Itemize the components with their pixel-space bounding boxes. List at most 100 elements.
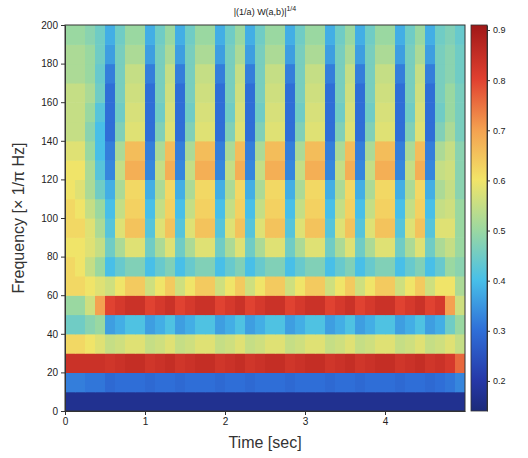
- heatmap-cell: [155, 199, 166, 219]
- tick-label: 3: [303, 416, 309, 427]
- heatmap-cell: [125, 102, 136, 122]
- heatmap-cell: [125, 83, 136, 103]
- heatmap-cell: [195, 257, 206, 277]
- heatmap-cell: [375, 83, 386, 103]
- heatmap-cell: [85, 315, 96, 335]
- heatmap-cell: [455, 160, 465, 180]
- heatmap-cell: [165, 295, 176, 315]
- heatmap-cell: [145, 372, 156, 392]
- heatmap-cell: [455, 372, 465, 392]
- heatmap-cell: [335, 372, 346, 392]
- heatmap-cell: [285, 199, 296, 219]
- heatmap-cell: [345, 276, 356, 296]
- heatmap-cell: [135, 295, 146, 315]
- heatmap-cell: [195, 218, 206, 238]
- heatmap-cell: [255, 199, 266, 219]
- heatmap-cell: [355, 372, 366, 392]
- heatmap-cell: [165, 218, 176, 238]
- heatmap-cell: [415, 218, 426, 238]
- heatmap-cell: [65, 334, 76, 354]
- heatmap-cell: [155, 44, 166, 64]
- heatmap-cell: [405, 44, 416, 64]
- heatmap-cell: [385, 83, 396, 103]
- heatmap-cell: [85, 257, 96, 277]
- tick: 100: [41, 213, 65, 224]
- heatmap-cell: [65, 372, 76, 392]
- heatmap-cell: [455, 64, 465, 84]
- tick: 80: [47, 251, 65, 262]
- heatmap-cell: [225, 315, 236, 335]
- heatmap-cell: [325, 83, 336, 103]
- heatmap-cell: [175, 83, 186, 103]
- heatmap-cell: [435, 25, 446, 45]
- heatmap-cell: [355, 44, 366, 64]
- heatmap-cell: [385, 237, 396, 257]
- heatmap-cell: [105, 276, 116, 296]
- heatmap-cell: [335, 392, 346, 411]
- heatmap-cell: [65, 237, 76, 257]
- tick-mark: [305, 411, 306, 415]
- heatmap-cell: [115, 64, 126, 84]
- heatmap-cell: [185, 102, 196, 122]
- heatmap-cell: [125, 218, 136, 238]
- heatmap-cell: [415, 353, 426, 373]
- heatmap-cell: [245, 372, 256, 392]
- heatmap-cell: [285, 315, 296, 335]
- heatmap-cell: [185, 44, 196, 64]
- heatmap-cell: [265, 160, 276, 180]
- axis-line: [65, 26, 66, 412]
- heatmap-cell: [125, 353, 136, 373]
- heatmap-cell: [365, 276, 376, 296]
- heatmap-cell: [95, 295, 106, 315]
- heatmap-cell: [235, 295, 246, 315]
- heatmap-cell: [115, 83, 126, 103]
- heatmap-cell: [85, 102, 96, 122]
- heatmap-cell: [125, 295, 136, 315]
- heatmap-cell: [385, 141, 396, 161]
- heatmap-cell: [355, 295, 366, 315]
- heatmap-cell: [65, 257, 76, 277]
- heatmap-cell: [405, 334, 416, 354]
- tick: 0.9: [487, 25, 506, 35]
- heatmap-cell: [105, 257, 116, 277]
- heatmap-cell: [365, 372, 376, 392]
- heatmap-cell: [325, 334, 336, 354]
- heatmap-cell: [375, 237, 386, 257]
- heatmap-cell: [165, 276, 176, 296]
- heatmap-cell: [165, 44, 176, 64]
- heatmap-cell: [245, 25, 256, 45]
- heatmap-cell: [75, 218, 86, 238]
- heatmap-cell: [355, 141, 366, 161]
- tick-label: 1: [143, 416, 149, 427]
- tick: 0.4: [487, 276, 506, 286]
- heatmap-cell: [145, 276, 156, 296]
- heatmap-cell: [235, 44, 246, 64]
- heatmap-cell: [115, 44, 126, 64]
- heatmap-cell: [185, 295, 196, 315]
- heatmap-cell: [235, 25, 246, 45]
- heatmap-cell: [205, 199, 216, 219]
- heatmap-cell: [385, 64, 396, 84]
- heatmap-cell: [185, 25, 196, 45]
- heatmap-cell: [325, 295, 336, 315]
- heatmap-cell: [115, 102, 126, 122]
- heatmap-cell: [295, 334, 306, 354]
- heatmap-cell: [265, 295, 276, 315]
- heatmap-cell: [135, 276, 146, 296]
- heatmap-cell: [95, 44, 106, 64]
- heatmap-cell: [235, 160, 246, 180]
- tick-mark: [385, 411, 386, 415]
- heatmap-cell: [305, 141, 316, 161]
- heatmap-cell: [365, 257, 376, 277]
- heatmap-cell: [245, 353, 256, 373]
- heatmap-cell: [275, 353, 286, 373]
- heatmap-cell: [435, 160, 446, 180]
- heatmap-cell: [185, 160, 196, 180]
- heatmap-cell: [455, 25, 465, 45]
- heatmap-cell: [285, 179, 296, 199]
- tick-mark: [65, 411, 66, 415]
- heatmap-cell: [285, 257, 296, 277]
- heatmap-cell: [445, 122, 456, 142]
- heatmap-cell: [425, 372, 436, 392]
- heatmap-cell: [345, 315, 356, 335]
